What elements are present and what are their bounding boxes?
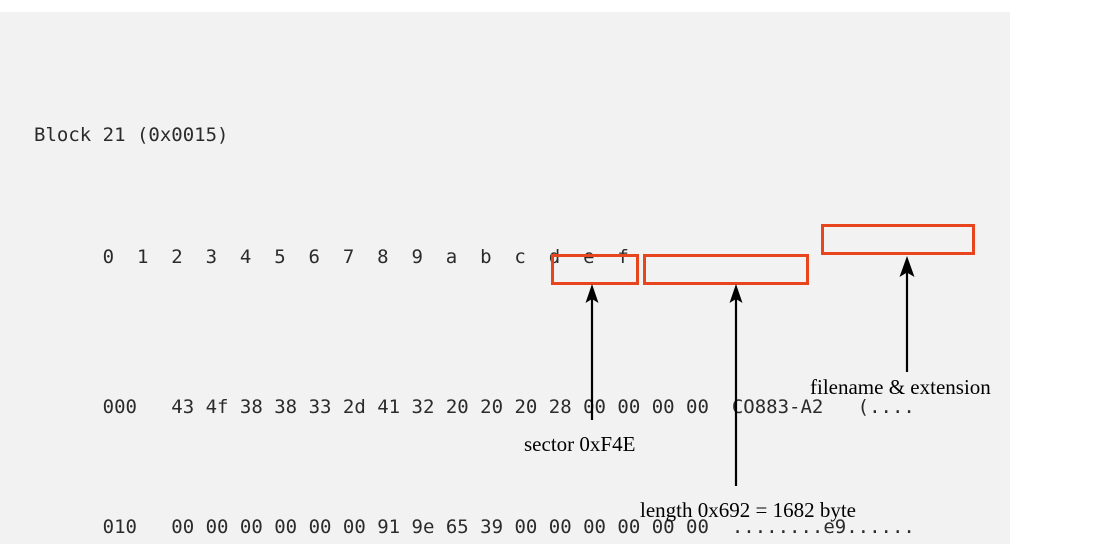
annotation-label-length: length 0x692 = 1682 byte: [640, 498, 856, 522]
hexdump-row: 010 00 00 00 00 00 00 91 9e 65 39 00 00 …: [0, 482, 1010, 538]
block-title: Block 21 (0x0015): [34, 124, 229, 146]
row-ascii-010: ........e9......: [731, 516, 915, 538]
hexdump-panel: Block 21 (0x0015) 0 1 2 3 4 5 6 7 8 9 a …: [0, 12, 1010, 544]
row-ascii-000: CO883-A2 (....: [731, 396, 915, 418]
hexdump-row: 000 43 4f 38 38 33 2d 41 32 20 20 20 28 …: [0, 362, 1010, 418]
row-bytes-000: 43 4f 38 38 33 2d 41 32 20 20 20 28 00 0…: [171, 396, 709, 418]
row-bytes-010: 00 00 00 00 00 00 91 9e 65 39 00 00 00 0…: [171, 516, 709, 538]
hexdump-column-header: 0 1 2 3 4 5 6 7 8 9 a b c d e f: [34, 246, 629, 268]
row-offset-000: 000: [102, 396, 137, 418]
row-offset-010: 010: [102, 516, 137, 538]
annotation-label-sector: sector 0xF4E: [524, 432, 636, 456]
annotation-label-filename: filename & extension: [810, 375, 991, 399]
